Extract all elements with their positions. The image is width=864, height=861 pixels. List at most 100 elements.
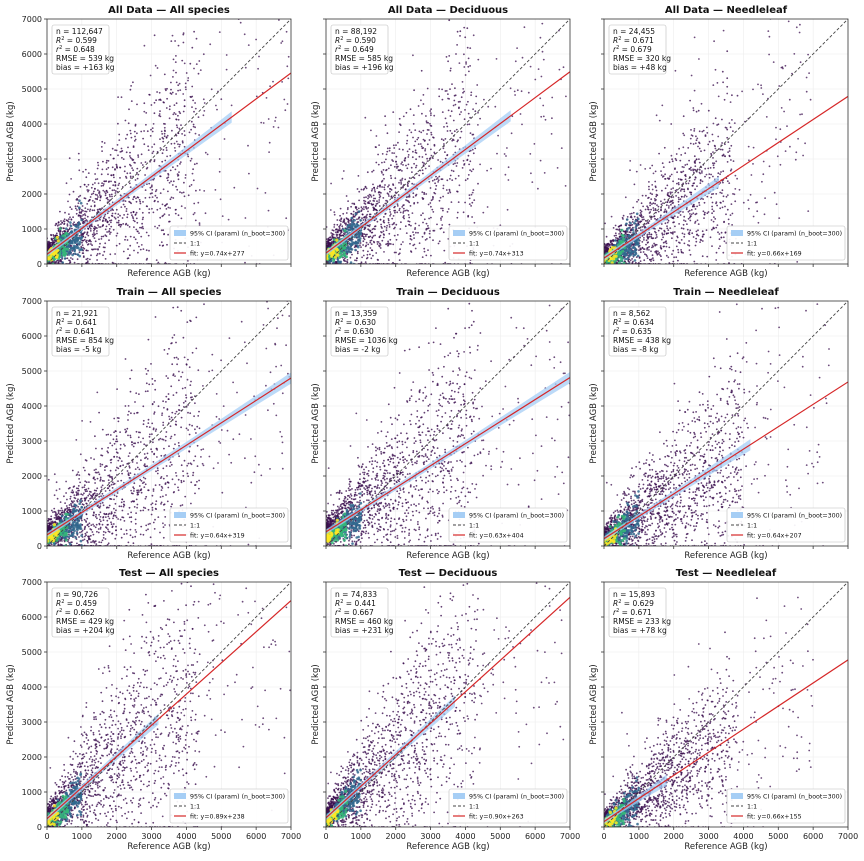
scatter-point xyxy=(364,218,367,221)
scatter-point xyxy=(136,103,138,106)
scatter-point xyxy=(692,109,695,112)
scatter-point xyxy=(414,149,417,152)
scatter-point xyxy=(372,194,375,197)
scatter-point xyxy=(677,183,680,186)
scatter-point xyxy=(340,217,343,220)
scatter-point xyxy=(539,97,542,100)
scatter-point xyxy=(405,164,407,167)
scatter-point xyxy=(726,85,729,88)
scatter-point xyxy=(80,246,82,248)
scatter-point xyxy=(190,184,193,186)
scatter-point xyxy=(655,243,658,246)
scatter-point xyxy=(728,182,731,185)
scatter-point xyxy=(55,222,57,225)
scatter-point xyxy=(368,213,371,216)
scatter-point xyxy=(121,217,124,219)
scatter-point xyxy=(268,151,270,154)
scatter-point xyxy=(362,254,365,257)
scatter-point xyxy=(399,228,402,230)
scatter-point xyxy=(514,94,516,96)
scatter-point xyxy=(340,234,342,237)
scatter-point xyxy=(88,210,91,212)
density-point xyxy=(340,254,344,258)
scatter-point xyxy=(457,139,459,142)
scatter-point xyxy=(79,185,82,188)
scatter-point xyxy=(68,218,70,221)
scatter-point xyxy=(163,101,165,104)
scatter-point xyxy=(468,163,470,166)
density-point xyxy=(354,212,358,216)
scatter-point xyxy=(90,186,93,189)
scatter-point xyxy=(456,190,458,193)
scatter-point xyxy=(194,132,197,135)
scatter-point xyxy=(139,226,141,229)
scatter-point xyxy=(215,104,217,107)
density-point xyxy=(351,219,354,223)
scatter-point xyxy=(181,141,184,144)
scatter-point xyxy=(97,210,99,213)
scatter-point xyxy=(122,158,125,161)
scatter-point xyxy=(379,195,382,198)
scatter-point xyxy=(412,54,414,57)
scatter-point xyxy=(166,87,168,90)
scatter-point xyxy=(56,224,59,227)
scatter-point xyxy=(123,214,125,216)
scatter-point xyxy=(59,210,61,213)
scatter-point xyxy=(462,91,464,94)
scatter-point xyxy=(137,154,140,157)
scatter-point xyxy=(378,184,381,187)
scatter-point xyxy=(348,219,350,222)
scatter-point xyxy=(471,191,474,194)
scatter-point xyxy=(407,156,410,158)
scatter-point xyxy=(94,193,97,196)
scatter-point xyxy=(394,226,396,229)
scatter-point xyxy=(384,202,387,205)
scatter-point xyxy=(145,112,148,114)
scatter-point xyxy=(417,143,420,146)
scatter-point xyxy=(173,147,176,149)
scatter-point xyxy=(446,154,448,157)
scatter-point xyxy=(427,227,430,230)
scatter-point xyxy=(183,99,186,102)
scatter-point xyxy=(86,231,89,234)
scatter-point xyxy=(367,236,370,238)
scatter-point xyxy=(424,167,427,170)
scatter-point xyxy=(82,220,85,223)
scatter-point xyxy=(130,164,132,167)
scatter-point xyxy=(474,110,477,113)
scatter-point xyxy=(177,118,180,121)
scatter-point xyxy=(167,174,170,176)
scatter-point xyxy=(198,222,201,225)
scatter-point xyxy=(398,181,400,184)
scatter-point xyxy=(387,185,389,188)
scatter-point xyxy=(109,154,112,156)
scatter-point xyxy=(360,206,363,209)
scatter-point xyxy=(414,140,417,143)
scatter-point xyxy=(474,147,477,150)
scatter-point xyxy=(687,217,690,220)
scatter-point xyxy=(267,118,270,120)
scatter-point xyxy=(362,244,364,246)
scatter-point xyxy=(444,261,447,264)
scatter-point xyxy=(343,222,346,225)
scatter-point xyxy=(104,234,107,237)
scatter-point xyxy=(393,152,395,155)
scatter-point xyxy=(156,91,159,93)
scatter-point xyxy=(618,233,620,235)
scatter-point xyxy=(364,261,367,263)
scatter-point xyxy=(168,220,170,223)
scatter-point xyxy=(347,207,349,209)
scatter-point xyxy=(507,166,510,169)
scatter-point xyxy=(156,227,159,229)
scatter-point xyxy=(469,262,472,264)
y-axis-label: Predicted AGB (kg) xyxy=(311,101,321,181)
scatter-point xyxy=(190,120,193,123)
density-point xyxy=(78,206,81,209)
scatter-point xyxy=(182,93,185,95)
scatter-point xyxy=(469,160,472,163)
scatter-point xyxy=(388,259,390,261)
scatter-point xyxy=(239,21,242,24)
scatter-point xyxy=(338,227,341,230)
scatter-point xyxy=(442,147,445,150)
